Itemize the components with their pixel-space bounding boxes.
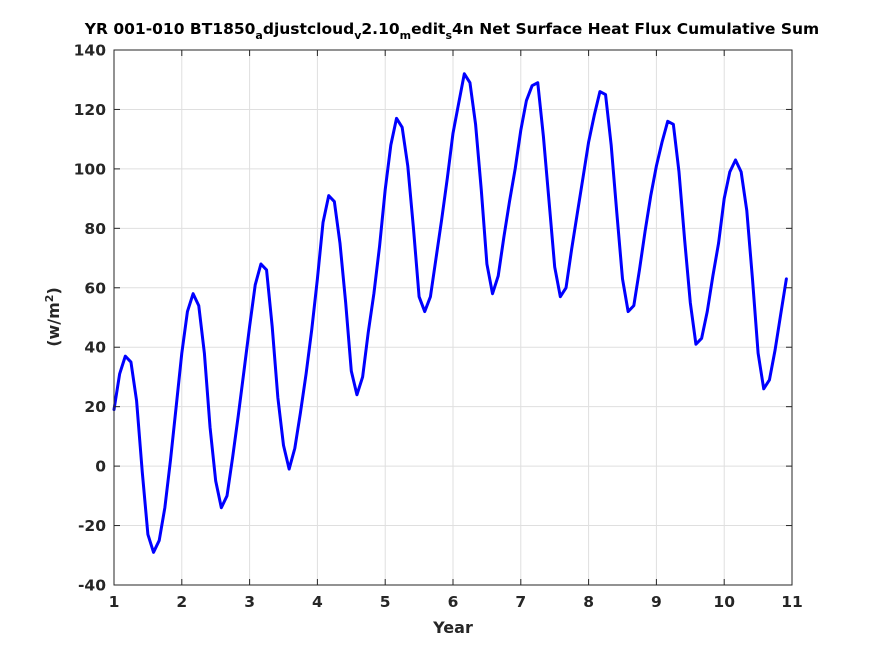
y-tick-labels: -40 -20 0 20 40 60 80 100 120 140 [74,42,107,595]
y-tick-label: 0 [95,458,106,476]
y-tick-label: -20 [78,517,106,535]
y-tick-label: 100 [74,160,107,178]
x-tick-label: 3 [244,593,255,611]
x-tick-label: 6 [448,593,459,611]
x-tick-labels: 1 2 3 4 5 6 7 8 9 10 11 [109,593,803,611]
x-tick-label: 8 [583,593,594,611]
x-tick-label: 10 [713,593,735,611]
y-tick-label: 20 [84,398,106,416]
tick-marks [113,49,793,586]
x-tick-label: 7 [515,593,526,611]
series-group [112,72,788,554]
x-tick-label: 4 [312,593,323,611]
x-axis-label: Year [432,618,473,637]
y-axis-label: (w/m2) [43,287,63,347]
y-tick-label: 120 [74,101,107,119]
x-tick-label: 11 [781,593,803,611]
x-tick-label: 1 [109,593,120,611]
x-tick-label: 2 [176,593,187,611]
chart-title: YR 001-010 BT1850adjustcloudv2.10medits4… [84,20,819,42]
x-tick-label: 5 [380,593,391,611]
y-tick-label: -40 [78,577,106,595]
y-tick-label: 60 [84,279,106,297]
y-tick-label: 40 [84,339,106,357]
series-line [112,72,788,554]
x-tick-label: 9 [651,593,662,611]
y-tick-label: 140 [74,42,107,60]
y-tick-label: 80 [84,220,106,238]
